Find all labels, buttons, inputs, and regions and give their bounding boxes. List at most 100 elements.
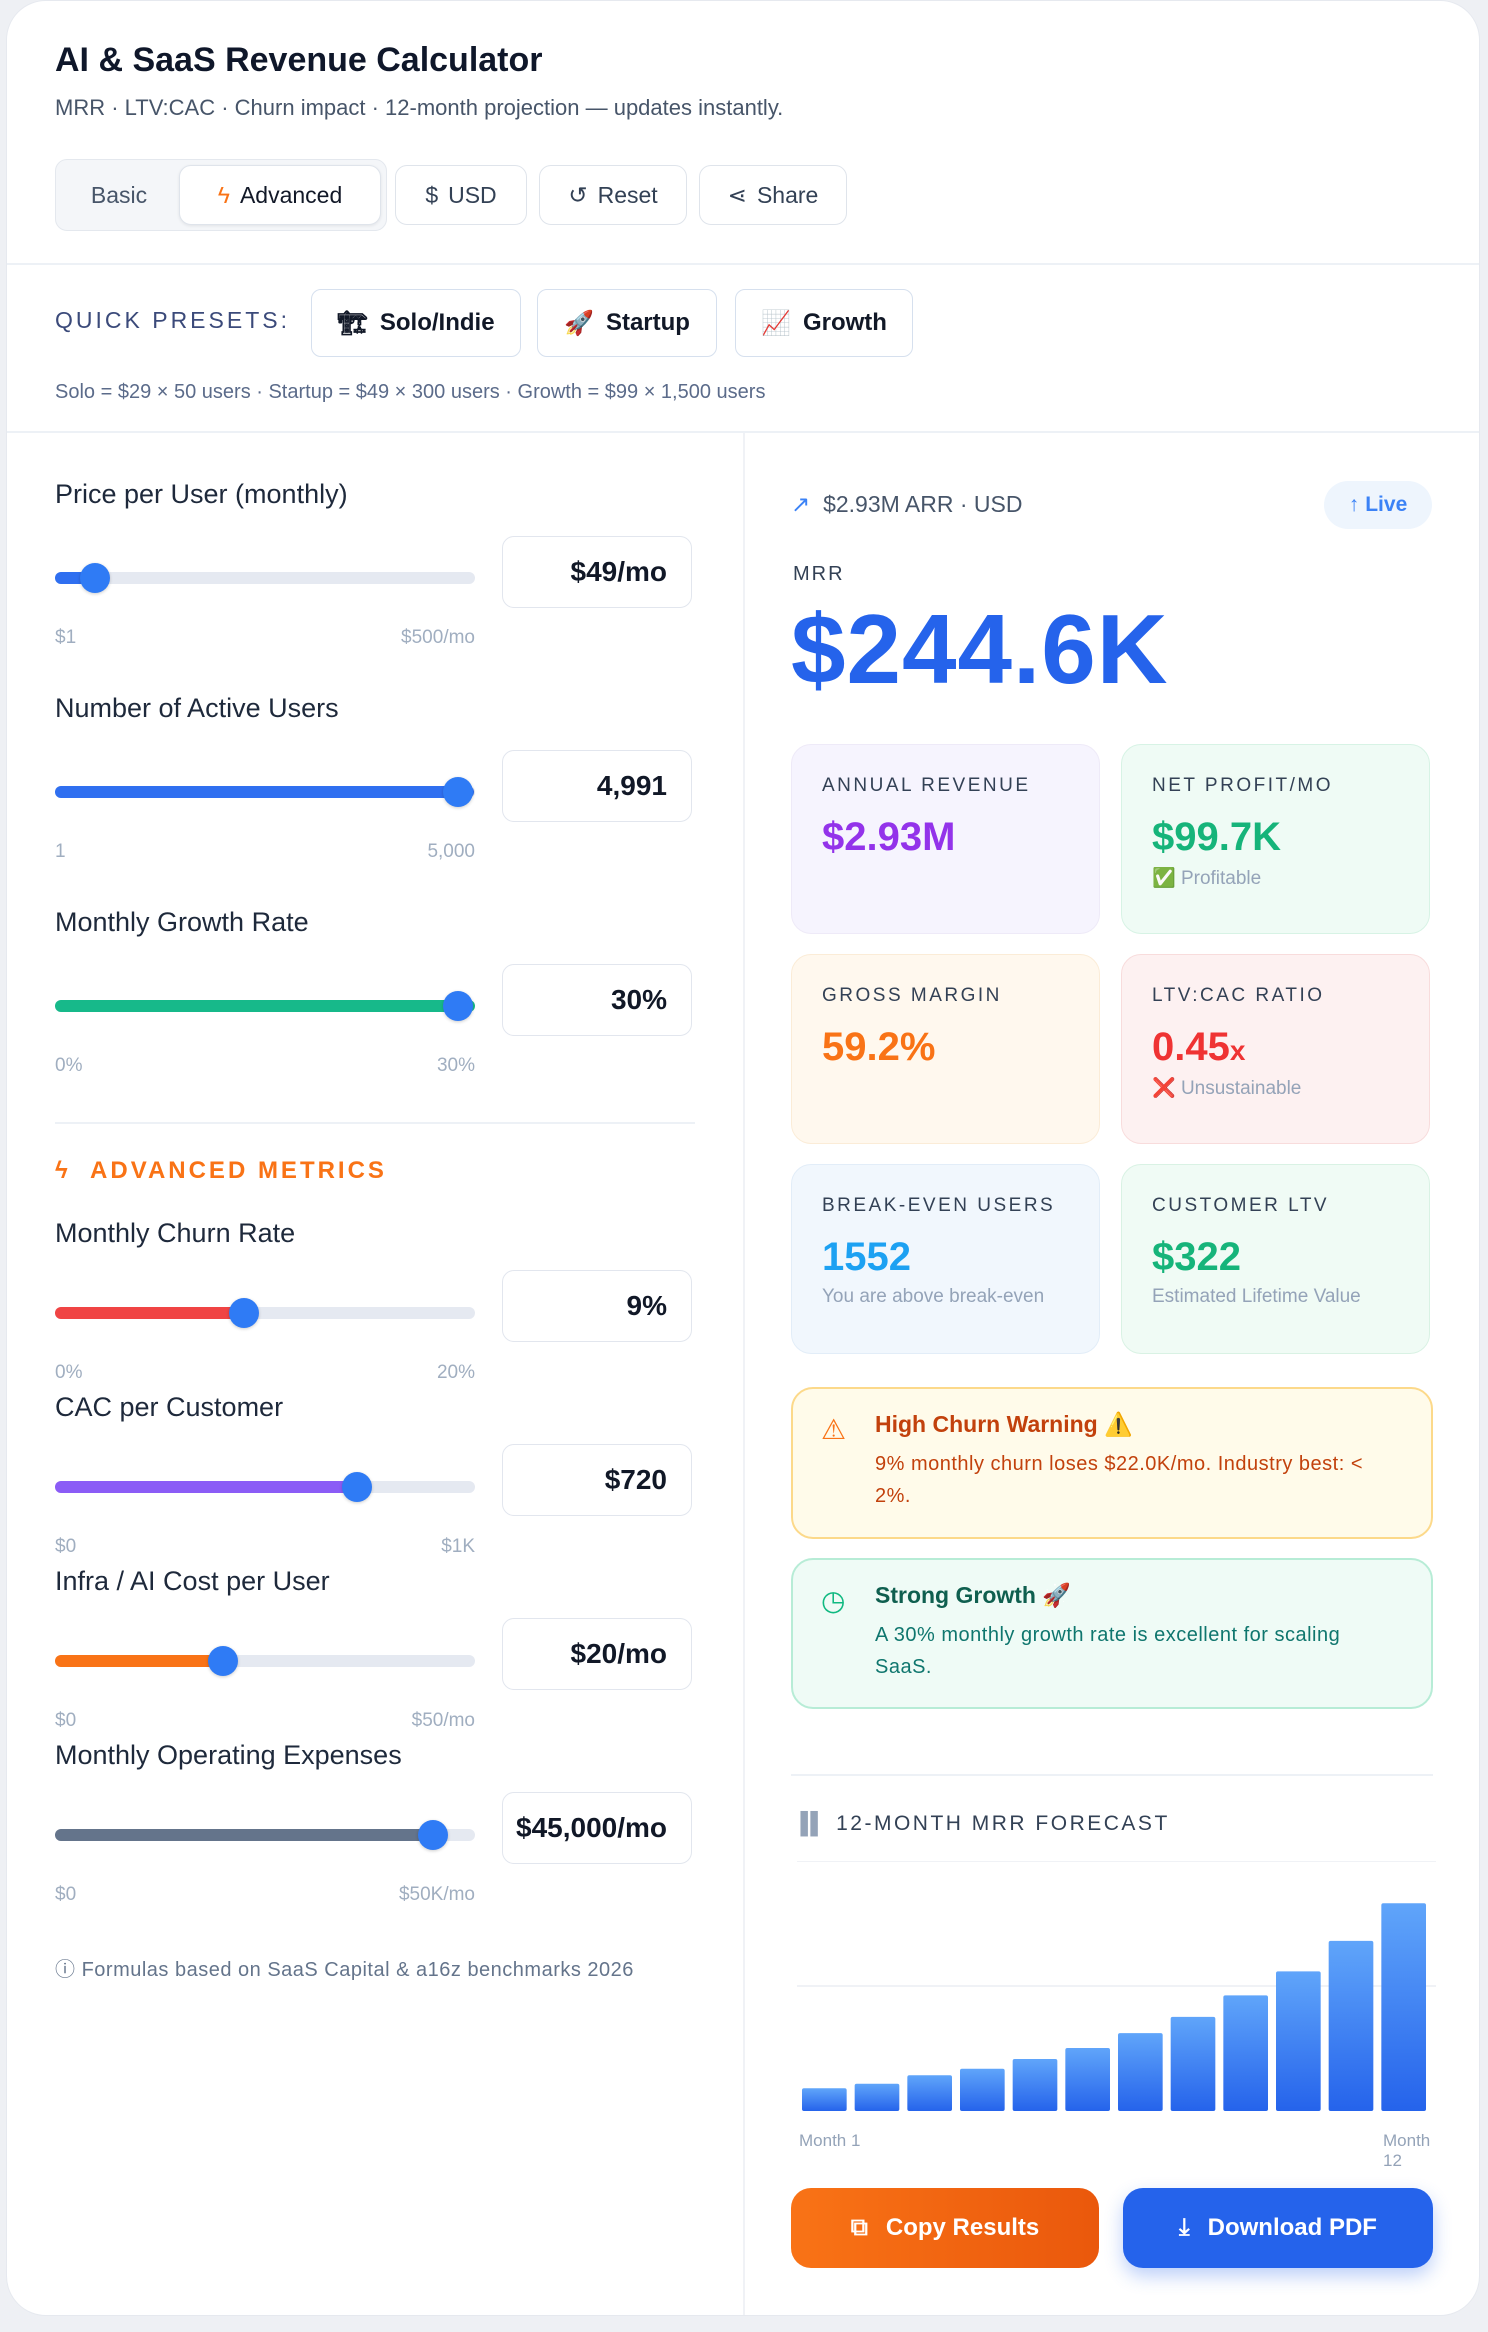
metric-value: $99.7K	[1152, 815, 1399, 860]
metric-card: ANNUAL REVENUE $2.93M	[791, 744, 1100, 934]
mode-advanced-tab[interactable]: ϟ Advanced	[179, 165, 381, 225]
value-input[interactable]: 4,991	[502, 750, 692, 822]
metric-value: 0.45x	[1152, 1025, 1399, 1070]
forecast-title: 12-MONTH MRR FORECAST	[836, 1812, 1170, 1835]
value-input[interactable]: $45,000/mo	[502, 1792, 692, 1864]
slider-track[interactable]	[55, 1472, 475, 1502]
reset-button[interactable]: ↺ Reset	[539, 165, 687, 225]
slider-thumb[interactable]	[443, 777, 474, 807]
metric-card: NET PROFIT/MO $99.7K ✅ Profitable	[1121, 744, 1430, 934]
preset-growth-button[interactable]: 📈 Growth	[735, 289, 913, 357]
forecast-heading: ▐▌ 12-MONTH MRR FORECAST	[793, 1812, 1170, 1836]
slider-track[interactable]	[55, 777, 475, 807]
slider-max-label: 20%	[436, 1362, 475, 1383]
value-input[interactable]: 30%	[502, 964, 692, 1036]
currency-button[interactable]: $ USD	[395, 165, 527, 225]
slider-track[interactable]	[55, 991, 475, 1021]
forecast-bar	[1170, 2016, 1216, 2111]
live-badge: ↑ Live	[1324, 481, 1432, 529]
lightning-icon: ϟ	[217, 181, 230, 208]
mode-basic-tab[interactable]: Basic	[61, 165, 177, 225]
preset-solo-button[interactable]: 🏗 Solo/Indie	[311, 289, 521, 357]
value-input[interactable]: $49/mo	[502, 536, 692, 608]
slider-track[interactable]	[55, 563, 475, 593]
metric-label: CUSTOMER LTV	[1152, 1195, 1330, 1216]
slider-thumb[interactable]	[229, 1298, 259, 1328]
metric-card: GROSS MARGIN 59.2%	[791, 954, 1100, 1144]
divider	[7, 263, 1479, 265]
slider-label: Monthly Churn Rate	[55, 1218, 296, 1248]
forecast-bar	[907, 2075, 952, 2111]
download-pdf-button[interactable]: ⤓ Download PDF	[1123, 2188, 1433, 2268]
slider-label: CAC per Customer	[55, 1392, 284, 1422]
divider	[55, 1122, 695, 1124]
slider-fill	[55, 1307, 244, 1319]
metric-value-text: 1552	[822, 1235, 911, 1279]
slider-track[interactable]	[55, 1646, 475, 1676]
slider-label: Price per User (monthly)	[55, 479, 348, 509]
share-icon: ⋖	[727, 181, 747, 208]
slider-min-label: $1	[55, 627, 77, 648]
mode-advanced-label: Advanced	[239, 181, 343, 208]
value-input[interactable]: 9%	[502, 1270, 692, 1342]
metric-subtext: ✅ Profitable	[1152, 866, 1399, 890]
rocket-icon: 🚀	[564, 309, 594, 337]
slider-thumb[interactable]	[342, 1472, 373, 1502]
slider-fill	[55, 1000, 475, 1012]
forecast-bar	[802, 2088, 847, 2111]
forecast-bar	[1012, 2059, 1058, 2111]
metric-subtext: ❌ Unsustainable	[1152, 1076, 1399, 1100]
lightning-icon: ϟ	[55, 1157, 91, 1184]
copy-results-button[interactable]: ⧉ Copy Results	[791, 2188, 1099, 2268]
live-label: Live	[1365, 493, 1408, 516]
slider-min-label: $0	[55, 1536, 77, 1557]
value-input[interactable]: $720	[502, 1444, 692, 1516]
slider-max-label: 30%	[436, 1055, 475, 1076]
churn-warning-alert: ⚠ High Churn Warning ⚠️ 9% monthly churn…	[791, 1387, 1433, 1539]
advanced-metrics-title: ADVANCED METRICS	[90, 1157, 387, 1184]
alert-text: A 30% monthly growth rate is excellent f…	[875, 1624, 1341, 1678]
metric-subtext-label: Unsustainable	[1180, 1078, 1302, 1099]
forecast-bar	[960, 2068, 1005, 2111]
slider-track[interactable]	[55, 1298, 475, 1328]
cross-icon: ❌	[1152, 1078, 1176, 1099]
value-input[interactable]: $20/mo	[502, 1618, 692, 1690]
check-icon: ✅	[1152, 868, 1176, 889]
metric-value: $2.93M	[822, 815, 1069, 860]
metric-card: BREAK-EVEN USERS 1552 You are above brea…	[791, 1164, 1100, 1354]
arr-summary: ↗ $2.93M ARR · USD	[791, 491, 1022, 518]
slider-thumb[interactable]	[418, 1820, 448, 1850]
share-button[interactable]: ⋖ Share	[699, 165, 847, 225]
metric-subtext-label: You are above break-even	[822, 1286, 1045, 1307]
slider-min-label: 1	[55, 841, 66, 862]
preset-startup-button[interactable]: 🚀 Startup	[537, 289, 717, 357]
copy-icon: ⧉	[850, 2214, 868, 2241]
page-title: AI & SaaS Revenue Calculator	[55, 41, 543, 79]
metric-label: GROSS MARGIN	[822, 985, 1002, 1006]
forecast-bar	[1065, 2048, 1110, 2111]
construction-icon: 🏗	[337, 309, 368, 337]
forecast-bar	[1381, 1903, 1426, 2111]
slider-thumb[interactable]	[80, 563, 111, 593]
check-circle-icon: ◷	[821, 1585, 846, 1616]
metric-label: LTV:CAC RATIO	[1152, 985, 1325, 1006]
alert-title: Strong Growth 🚀	[875, 1582, 1072, 1608]
preset-label: Growth	[802, 309, 887, 336]
mrr-value: $244.6K	[791, 594, 1169, 704]
forecast-bar	[1223, 1995, 1268, 2111]
slider-track[interactable]	[55, 1820, 475, 1850]
metric-unit: x	[1229, 1035, 1246, 1066]
slider-label: Monthly Operating Expenses	[55, 1740, 402, 1770]
metric-value: 59.2%	[822, 1025, 1069, 1070]
forecast-bar	[1276, 1971, 1321, 2111]
metric-card: CUSTOMER LTV $322 Estimated Lifetime Val…	[1121, 1164, 1430, 1354]
slider-label: Number of Active Users	[55, 693, 339, 723]
slider-thumb[interactable]	[443, 991, 474, 1021]
slider-thumb[interactable]	[208, 1646, 238, 1676]
slider-max-label: $1K	[441, 1536, 475, 1557]
metric-value-text: 0.45	[1152, 1025, 1230, 1069]
slider-min-label: $0	[55, 1884, 77, 1905]
mrr-label: MRR	[793, 563, 845, 585]
metric-value-text: $2.93M	[822, 815, 956, 859]
metric-subtext-label: Estimated Lifetime Value	[1152, 1286, 1361, 1307]
